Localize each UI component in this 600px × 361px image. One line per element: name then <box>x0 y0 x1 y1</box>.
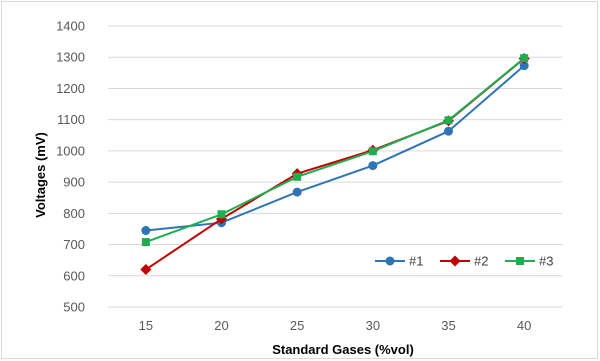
data-point <box>444 116 453 125</box>
grid-lines <box>108 25 562 308</box>
series-1 <box>141 61 529 236</box>
x-tick-label: 30 <box>366 318 380 333</box>
y-tick-label: 1100 <box>57 112 85 127</box>
y-tick-label: 600 <box>63 268 85 283</box>
legend-marker <box>516 257 524 265</box>
data-point <box>292 187 302 197</box>
data-point <box>141 238 150 247</box>
legend-marker <box>449 255 461 267</box>
legend-item-3: #3 <box>505 254 553 269</box>
data-point <box>293 172 302 181</box>
x-tick-label: 25 <box>290 318 304 333</box>
series-line <box>145 57 525 243</box>
y-tick-label: 700 <box>63 237 85 252</box>
y-tick-label: 1200 <box>56 81 85 96</box>
y-tick-label: 1400 <box>56 19 85 34</box>
y-tick-label: 800 <box>63 206 85 221</box>
x-axis-title: Standard Gases (%vol) <box>272 342 414 357</box>
data-point <box>444 126 453 136</box>
y-tick-label: 1000 <box>56 143 85 158</box>
legend: #1 #2 #3 <box>375 254 553 269</box>
data-point <box>140 264 152 276</box>
y-axis-title: Voltages (mV) <box>33 132 48 218</box>
y-axis-ticks: 500 600 700 800 900 1000 1100 1200 1300 1400 <box>56 19 85 315</box>
legend-item-2: #2 <box>440 254 488 269</box>
x-tick-label: 15 <box>139 318 153 333</box>
legend-label: #3 <box>539 254 553 269</box>
data-point <box>368 147 377 156</box>
data-point <box>519 61 529 71</box>
legend-label: #1 <box>409 254 423 269</box>
legend-label: #2 <box>474 254 488 269</box>
x-tick-label: 40 <box>517 318 531 333</box>
data-point <box>141 226 151 236</box>
data-point <box>217 210 226 219</box>
series-group <box>140 52 530 276</box>
x-tick-label: 20 <box>214 318 228 333</box>
y-tick-label: 900 <box>63 175 85 190</box>
y-tick-label: 500 <box>63 300 85 315</box>
data-point <box>368 161 378 171</box>
series-line <box>145 64 525 232</box>
x-tick-label: 35 <box>441 318 455 333</box>
series-3 <box>141 54 529 247</box>
legend-marker <box>385 256 395 266</box>
y-tick-label: 1300 <box>56 50 85 65</box>
legend-item-1: #1 <box>375 254 423 269</box>
data-point <box>520 54 529 63</box>
x-axis-ticks: 15 20 25 30 35 40 <box>139 318 532 333</box>
